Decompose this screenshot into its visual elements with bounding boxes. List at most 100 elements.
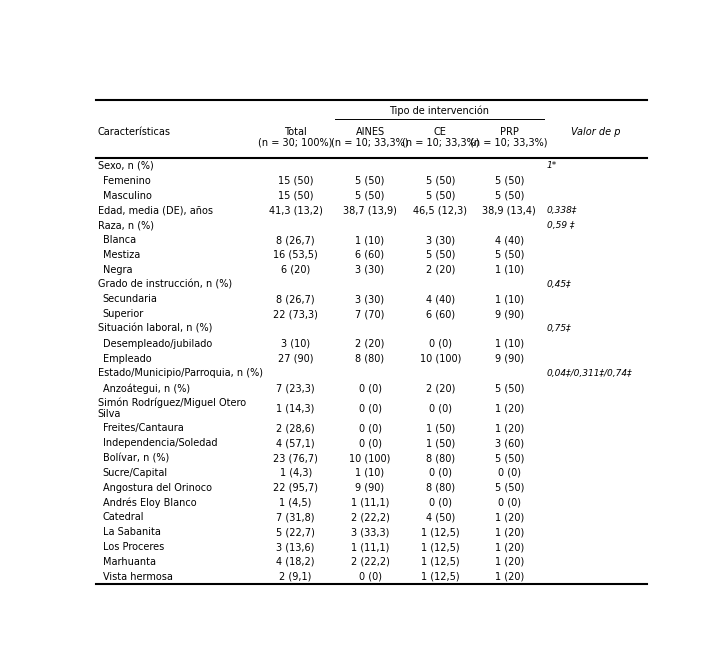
Text: Raza, n (%): Raza, n (%) xyxy=(97,220,154,230)
Text: Edad, media (DE), años: Edad, media (DE), años xyxy=(97,205,212,215)
Text: 38,9 (13,4): 38,9 (13,4) xyxy=(482,205,536,215)
Text: 1 (20): 1 (20) xyxy=(495,403,524,413)
Text: (n = 30; 100%): (n = 30; 100%) xyxy=(258,138,333,148)
Text: 0 (0): 0 (0) xyxy=(359,424,381,434)
Text: 4 (40): 4 (40) xyxy=(495,235,523,245)
Text: 1 (10): 1 (10) xyxy=(495,339,523,349)
Text: 8 (80): 8 (80) xyxy=(426,453,455,463)
Text: Angostura del Orinoco: Angostura del Orinoco xyxy=(103,483,212,493)
Text: 0,59 ‡: 0,59 ‡ xyxy=(547,220,574,230)
Text: 0,75‡: 0,75‡ xyxy=(547,324,571,334)
Text: 5 (22,7): 5 (22,7) xyxy=(277,527,315,537)
Text: 1 (12,5): 1 (12,5) xyxy=(421,542,460,552)
Text: Valor de p: Valor de p xyxy=(571,126,621,136)
Text: Características: Características xyxy=(97,126,170,136)
Text: Tipo de intervención: Tipo de intervención xyxy=(389,106,489,117)
Text: Simón Rodríguez/Miguel Otero: Simón Rodríguez/Miguel Otero xyxy=(97,398,245,408)
Text: 1 (50): 1 (50) xyxy=(426,424,455,434)
Text: AINES: AINES xyxy=(355,128,385,138)
Text: La Sabanita: La Sabanita xyxy=(103,527,160,537)
Text: 4 (40): 4 (40) xyxy=(426,295,455,305)
Text: Freites/Cantaura: Freites/Cantaura xyxy=(103,424,183,434)
Text: (n = 10; 33,3%): (n = 10; 33,3%) xyxy=(471,138,548,148)
Text: Sexo, n (%): Sexo, n (%) xyxy=(97,161,153,171)
Text: 16 (53,5): 16 (53,5) xyxy=(273,250,318,260)
Text: 5 (50): 5 (50) xyxy=(495,175,524,186)
Text: Mestiza: Mestiza xyxy=(103,250,140,260)
Text: 9 (90): 9 (90) xyxy=(495,309,523,319)
Text: 1 (10): 1 (10) xyxy=(355,235,385,245)
Text: 3 (30): 3 (30) xyxy=(355,295,385,305)
Text: 7 (23,3): 7 (23,3) xyxy=(277,383,315,393)
Text: 7 (70): 7 (70) xyxy=(355,309,385,319)
Text: 1 (20): 1 (20) xyxy=(495,527,524,537)
Text: 2 (20): 2 (20) xyxy=(355,339,385,349)
Text: 10 (100): 10 (100) xyxy=(419,354,461,363)
Text: 8 (80): 8 (80) xyxy=(426,483,455,493)
Text: 3 (13,6): 3 (13,6) xyxy=(277,542,315,552)
Text: Bolívar, n (%): Bolívar, n (%) xyxy=(103,453,169,463)
Text: 1 (11,1): 1 (11,1) xyxy=(351,542,389,552)
Text: Empleado: Empleado xyxy=(103,354,151,363)
Text: Sucre/Capital: Sucre/Capital xyxy=(103,468,168,478)
Text: 3 (30): 3 (30) xyxy=(355,265,385,275)
Text: 1 (11,1): 1 (11,1) xyxy=(351,498,389,508)
Text: (n = 10; 33,3%): (n = 10; 33,3%) xyxy=(401,138,479,148)
Text: (n = 10; 33,3%): (n = 10; 33,3%) xyxy=(331,138,409,148)
Text: 1 (50): 1 (50) xyxy=(426,438,455,448)
Text: 15 (50): 15 (50) xyxy=(278,175,313,186)
Text: 0 (0): 0 (0) xyxy=(497,468,521,478)
Text: 8 (26,7): 8 (26,7) xyxy=(277,295,315,305)
Text: 0 (0): 0 (0) xyxy=(429,403,452,413)
Text: 1 (20): 1 (20) xyxy=(495,542,524,552)
Text: 5 (50): 5 (50) xyxy=(426,250,455,260)
Text: 2 (22,2): 2 (22,2) xyxy=(351,557,389,567)
Text: 6 (20): 6 (20) xyxy=(281,265,310,275)
Text: 5 (50): 5 (50) xyxy=(495,453,524,463)
Text: 0 (0): 0 (0) xyxy=(497,498,521,508)
Text: Secundaria: Secundaria xyxy=(103,295,157,305)
Text: Marhuanta: Marhuanta xyxy=(103,557,155,567)
Text: Negra: Negra xyxy=(103,265,132,275)
Text: 0 (0): 0 (0) xyxy=(359,383,381,393)
Text: 0,338‡: 0,338‡ xyxy=(547,206,577,215)
Text: 1 (20): 1 (20) xyxy=(495,512,524,522)
Text: 5 (50): 5 (50) xyxy=(495,483,524,493)
Text: 1 (10): 1 (10) xyxy=(495,295,523,305)
Text: 46,5 (12,3): 46,5 (12,3) xyxy=(413,205,467,215)
Text: 5 (50): 5 (50) xyxy=(495,383,524,393)
Text: 3 (60): 3 (60) xyxy=(495,438,523,448)
Text: 1 (10): 1 (10) xyxy=(355,468,385,478)
Text: 7 (31,8): 7 (31,8) xyxy=(277,512,315,522)
Text: 5 (50): 5 (50) xyxy=(495,250,524,260)
Text: 0 (0): 0 (0) xyxy=(359,403,381,413)
Text: 0,45‡: 0,45‡ xyxy=(547,280,571,289)
Text: 2 (28,6): 2 (28,6) xyxy=(277,424,315,434)
Text: 22 (95,7): 22 (95,7) xyxy=(273,483,318,493)
Text: CE: CE xyxy=(434,128,447,138)
Text: 1 (10): 1 (10) xyxy=(495,265,523,275)
Text: 23 (76,7): 23 (76,7) xyxy=(273,453,318,463)
Text: Grado de instrucción, n (%): Grado de instrucción, n (%) xyxy=(97,279,232,289)
Text: 27 (90): 27 (90) xyxy=(278,354,313,363)
Text: 5 (50): 5 (50) xyxy=(355,191,385,201)
Text: Estado/Municipio/Parroquia, n (%): Estado/Municipio/Parroquia, n (%) xyxy=(97,369,263,379)
Text: Andrés Eloy Blanco: Andrés Eloy Blanco xyxy=(103,497,196,508)
Text: 1 (14,3): 1 (14,3) xyxy=(277,403,315,413)
Text: Desempleado/jubilado: Desempleado/jubilado xyxy=(103,339,212,349)
Text: 3 (30): 3 (30) xyxy=(426,235,455,245)
Text: 1 (20): 1 (20) xyxy=(495,424,524,434)
Text: 1*: 1* xyxy=(547,162,557,170)
Text: 41,3 (13,2): 41,3 (13,2) xyxy=(269,205,323,215)
Text: Situación laboral, n (%): Situación laboral, n (%) xyxy=(97,324,212,334)
Text: 2 (20): 2 (20) xyxy=(426,383,455,393)
Text: 1 (12,5): 1 (12,5) xyxy=(421,572,460,582)
Text: 38,7 (13,9): 38,7 (13,9) xyxy=(343,205,397,215)
Text: 8 (26,7): 8 (26,7) xyxy=(277,235,315,245)
Text: 0,04‡/0,311‡/0,74‡: 0,04‡/0,311‡/0,74‡ xyxy=(547,369,632,378)
Text: 1 (4,3): 1 (4,3) xyxy=(279,468,312,478)
Text: 8 (80): 8 (80) xyxy=(355,354,385,363)
Text: 1 (12,5): 1 (12,5) xyxy=(421,527,460,537)
Text: Vista hermosa: Vista hermosa xyxy=(103,572,173,582)
Text: Total: Total xyxy=(284,128,307,138)
